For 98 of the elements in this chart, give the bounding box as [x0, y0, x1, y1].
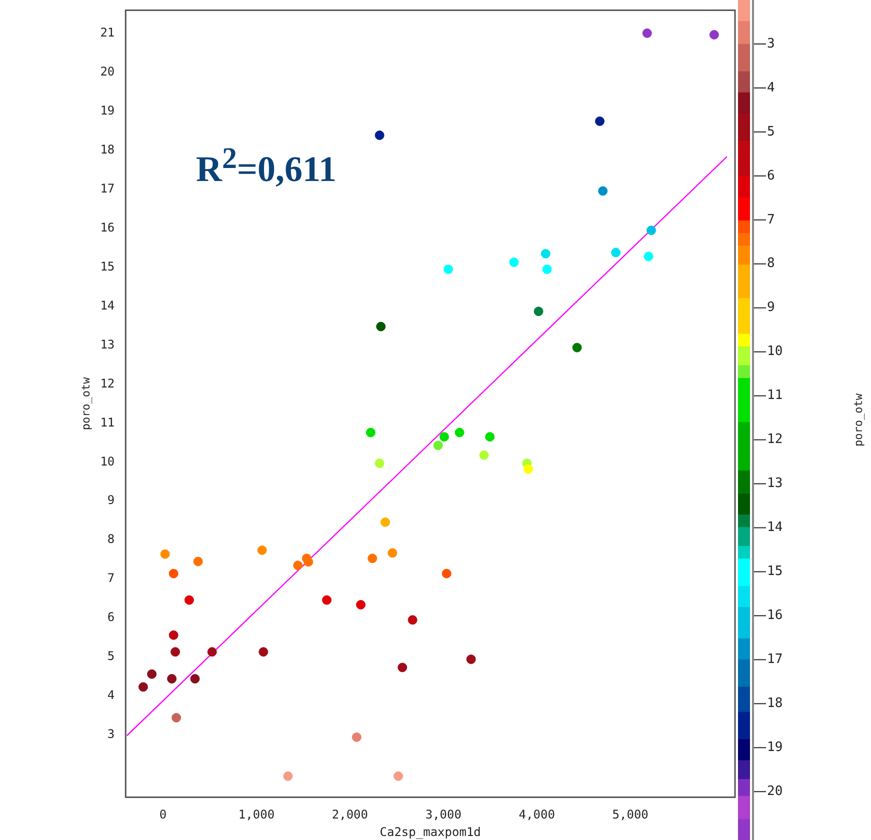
point: [444, 264, 454, 274]
x-tick-label: 0: [159, 808, 167, 822]
y-tick-label: 9: [107, 493, 115, 508]
point: [466, 654, 476, 664]
color-bar-label: 7: [767, 212, 775, 228]
point: [572, 342, 582, 352]
color-bar-label: 6: [767, 168, 775, 184]
point: [542, 264, 552, 274]
point: [147, 669, 157, 679]
y-tick-label: 7: [107, 571, 115, 586]
color-bar-label: 14: [767, 520, 783, 536]
y-tick-label: 21: [100, 26, 115, 40]
y-tick-label: 10: [100, 454, 115, 468]
point: [283, 771, 293, 781]
annotation: R$^{2}$=0,611: [196, 142, 337, 190]
point: [168, 568, 178, 578]
point: [388, 548, 398, 558]
y-tick-label: 8: [107, 532, 115, 546]
point: [595, 116, 605, 126]
point: [540, 248, 550, 258]
point: [376, 322, 386, 332]
point: [709, 30, 719, 40]
point: [433, 440, 443, 450]
y-tick-label: 13: [100, 337, 115, 352]
point: [304, 557, 314, 567]
y-tick-label: 17: [100, 182, 115, 196]
y-tick-label: 14: [100, 298, 115, 312]
point: [479, 450, 489, 460]
y-tick-label: 4: [107, 688, 115, 702]
y-tick-label: 18: [100, 142, 115, 157]
color-bar-label: 8: [767, 256, 775, 272]
point: [138, 682, 148, 692]
point: [322, 595, 332, 605]
point: [352, 732, 362, 742]
y-tick-label: 19: [100, 104, 115, 118]
point: [356, 600, 366, 610]
point: [642, 28, 652, 38]
y-tick-label: 20: [100, 64, 115, 79]
point: [193, 556, 203, 566]
color-bar-label: 4: [767, 80, 775, 96]
point: [168, 630, 178, 640]
point: [485, 432, 495, 442]
y-axis-title: poro_otw: [79, 376, 92, 430]
color-bar-label: 11: [767, 388, 783, 404]
color-bar-label: 16: [767, 608, 783, 624]
x-axis-title: Ca2sp_maxpom1d: [380, 824, 481, 839]
point: [170, 647, 180, 657]
color-bar-label: 9: [767, 300, 775, 316]
y-tick-label: 5: [107, 649, 115, 664]
y-tick-label: 16: [100, 220, 115, 235]
point: [440, 432, 449, 442]
x-tick-label: 5,000: [612, 808, 648, 822]
point: [598, 186, 608, 196]
x-tick-label: 3,000: [425, 808, 462, 822]
point: [380, 517, 390, 527]
point: [611, 248, 621, 258]
point: [190, 674, 200, 684]
point: [524, 464, 534, 474]
point: [394, 771, 404, 781]
color-bar-label: 12: [767, 432, 783, 448]
point: [509, 258, 519, 268]
y-tick-label: 3: [107, 726, 115, 741]
point: [366, 428, 376, 438]
point: [207, 647, 217, 657]
point: [257, 545, 267, 555]
color-bar-label: 10: [767, 344, 783, 360]
point: [454, 428, 464, 438]
x-tick-label: 1,000: [238, 808, 275, 822]
y-tick-label: 11: [100, 415, 115, 430]
y-tick-label: 15: [100, 259, 115, 274]
point: [374, 458, 384, 468]
point: [368, 554, 378, 564]
point: [646, 226, 656, 236]
point: [160, 549, 170, 559]
color-bar-label: 13: [767, 476, 783, 492]
point: [258, 647, 268, 657]
x-tick-label: 2,000: [332, 808, 368, 822]
point: [293, 560, 303, 570]
y-tick-label: 12: [100, 376, 115, 390]
color-bar-title: poro_otw: [852, 393, 865, 446]
point: [644, 252, 654, 262]
y-tick-label: 6: [107, 610, 115, 624]
x-tick-label: 4,000: [518, 808, 555, 822]
color-bar-label: 15: [767, 564, 783, 580]
point: [534, 306, 544, 316]
color-bar-label: 20: [767, 784, 783, 799]
color-bar-label: 17: [767, 652, 783, 668]
color-bar-label: 19: [767, 740, 783, 756]
point: [398, 662, 408, 672]
point: [167, 674, 177, 684]
point: [184, 595, 194, 605]
point: [172, 712, 182, 722]
color-bar-label: 5: [767, 124, 775, 140]
point: [408, 615, 418, 625]
color-bar-label: 18: [767, 696, 783, 712]
point: [374, 130, 384, 140]
point: [442, 568, 452, 578]
color-bar-label: 3: [767, 36, 775, 52]
